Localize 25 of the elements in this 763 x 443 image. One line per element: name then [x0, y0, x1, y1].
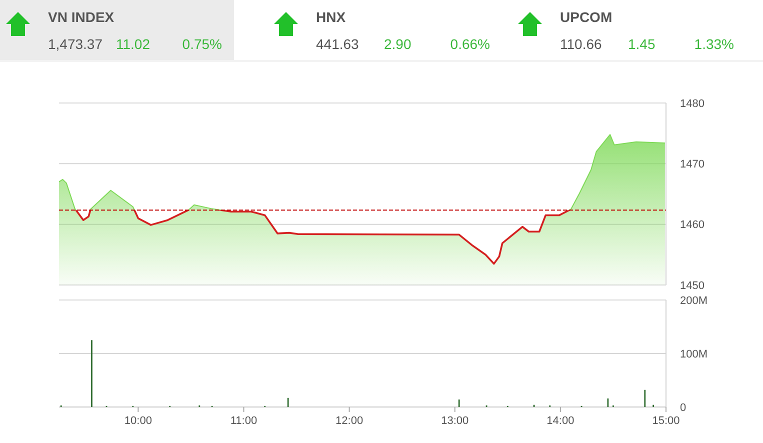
x-tick-label: 14:00: [546, 415, 574, 427]
text: 0.66%: [450, 36, 490, 52]
text: VN INDEX: [48, 9, 115, 25]
y-tick-label: 1480: [680, 98, 704, 110]
text: 0.75%: [182, 36, 222, 52]
x-tick-label: 11:00: [230, 415, 258, 427]
y-tick-label: 1470: [680, 158, 704, 171]
text: UPCOM: [560, 9, 612, 25]
y-tick-label: 200M: [680, 294, 708, 307]
text: 441.63: [316, 36, 360, 52]
x-tick-label: 12:00: [336, 415, 364, 427]
x-tick-label: 13:00: [441, 415, 469, 427]
text: 1,473.37: [48, 36, 103, 52]
x-tick-label: 10:00: [124, 415, 152, 427]
text: 110.66: [560, 36, 602, 52]
text: HNX: [316, 9, 346, 25]
text: 1.45: [628, 36, 656, 52]
x-tick-label: 15:00: [652, 415, 680, 427]
text: 1.33%: [694, 36, 734, 52]
y-tick-label: 100M: [680, 348, 708, 360]
y-tick-label: 0: [680, 402, 686, 414]
text: 11.02: [116, 36, 150, 52]
y-tick-label: 1450: [680, 280, 704, 292]
text: 2.90: [384, 36, 412, 52]
y-tick-label: 1460: [680, 219, 704, 232]
